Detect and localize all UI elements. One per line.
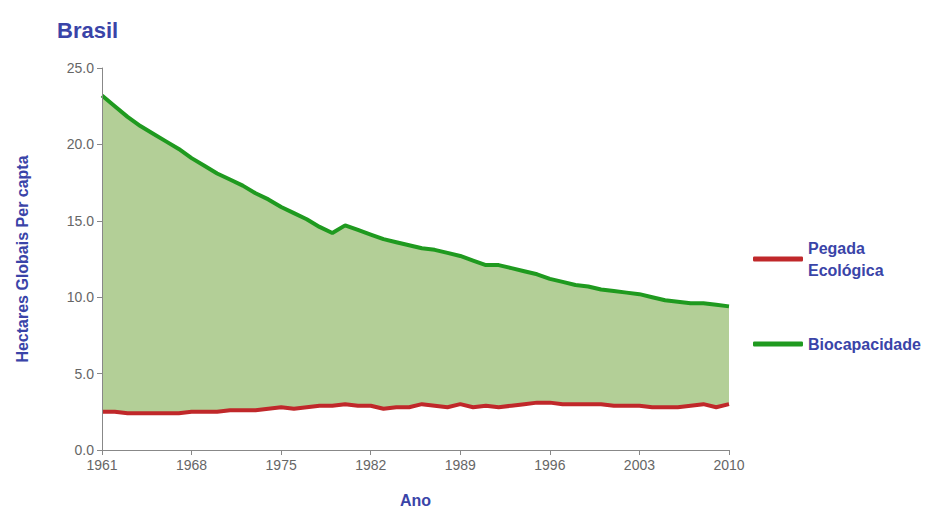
svg-text:Pegada: Pegada [808, 240, 869, 257]
svg-text:Hectares Globais Per capta: Hectares Globais Per capta [14, 155, 31, 362]
svg-text:Brasil: Brasil [57, 18, 118, 43]
svg-text:2003: 2003 [624, 457, 655, 473]
svg-text:5.0: 5.0 [75, 366, 95, 382]
svg-text:0.0: 0.0 [75, 442, 95, 458]
svg-text:20.0: 20.0 [67, 136, 94, 152]
svg-text:1989: 1989 [445, 457, 476, 473]
svg-text:25.0: 25.0 [67, 60, 94, 76]
svg-text:15.0: 15.0 [67, 213, 94, 229]
svg-text:Ecológica: Ecológica [808, 262, 884, 279]
svg-text:10.0: 10.0 [67, 289, 94, 305]
svg-text:1975: 1975 [266, 457, 297, 473]
svg-text:2010: 2010 [713, 457, 744, 473]
svg-text:Biocapacidade: Biocapacidade [808, 336, 921, 353]
svg-text:1996: 1996 [534, 457, 565, 473]
svg-text:Ano: Ano [400, 492, 431, 509]
svg-text:1982: 1982 [355, 457, 386, 473]
svg-text:1961: 1961 [86, 457, 117, 473]
svg-text:1968: 1968 [176, 457, 207, 473]
